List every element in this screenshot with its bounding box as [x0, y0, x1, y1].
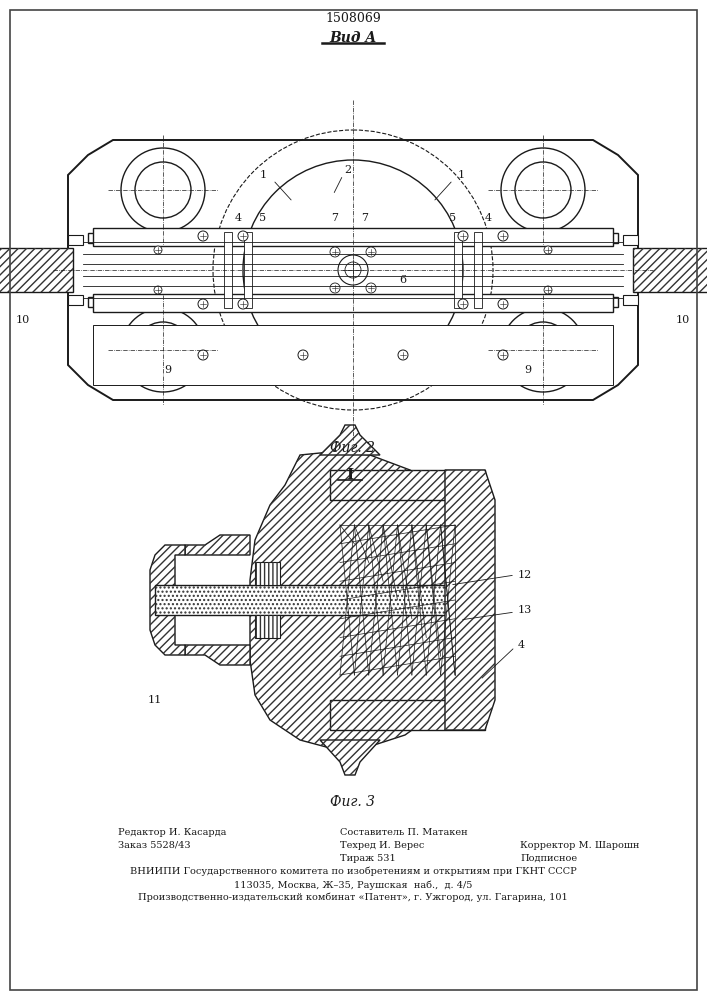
Text: 9: 9 [165, 365, 172, 375]
Circle shape [458, 299, 468, 309]
Circle shape [135, 322, 191, 378]
Bar [623, 235, 638, 245]
Bar [93, 294, 613, 312]
Text: 5: 5 [450, 213, 457, 223]
Circle shape [498, 231, 508, 241]
Text: 1508069: 1508069 [325, 11, 381, 24]
Circle shape [544, 286, 552, 294]
Bar [93, 228, 613, 246]
Circle shape [498, 350, 508, 360]
Polygon shape [445, 470, 495, 730]
Text: 2: 2 [344, 165, 351, 175]
Text: 10: 10 [16, 315, 30, 325]
Circle shape [366, 247, 376, 257]
Circle shape [298, 350, 308, 360]
Text: Редактор И. Касарда: Редактор И. Касарда [118, 828, 226, 837]
Text: 1: 1 [259, 170, 267, 180]
Polygon shape [320, 740, 380, 775]
Bar [93, 325, 613, 385]
Polygon shape [185, 535, 250, 555]
Circle shape [198, 350, 208, 360]
Text: 5: 5 [259, 213, 267, 223]
Bar [224, 232, 232, 308]
Circle shape [198, 299, 208, 309]
Text: 7: 7 [332, 213, 339, 223]
Circle shape [121, 148, 205, 232]
Circle shape [345, 262, 361, 278]
Bar [88, 233, 618, 243]
Text: Вид A: Вид A [329, 31, 377, 45]
Circle shape [366, 283, 376, 293]
Circle shape [544, 246, 552, 254]
Bar [330, 700, 485, 730]
Text: 9: 9 [525, 365, 532, 375]
Bar [155, 585, 485, 615]
Text: Фиг. 3: Фиг. 3 [330, 795, 375, 809]
Circle shape [238, 299, 248, 309]
Text: 7: 7 [361, 213, 368, 223]
Bar [88, 297, 618, 307]
Circle shape [498, 299, 508, 309]
Circle shape [338, 255, 368, 285]
Bar [68, 295, 83, 305]
Text: 4: 4 [235, 213, 242, 223]
Bar [623, 295, 638, 305]
Polygon shape [68, 140, 638, 400]
Text: Техред И. Верес: Техред И. Верес [340, 841, 424, 850]
Text: 10: 10 [676, 315, 690, 325]
Text: 13: 13 [518, 605, 532, 615]
Bar [68, 235, 83, 245]
Bar [0, 248, 73, 292]
Polygon shape [250, 452, 485, 748]
Circle shape [238, 231, 248, 241]
Circle shape [135, 162, 191, 218]
Text: Тираж 531: Тираж 531 [340, 854, 396, 863]
Circle shape [330, 283, 340, 293]
Circle shape [458, 231, 468, 241]
Bar [330, 470, 485, 500]
Text: Фиг. 2: Фиг. 2 [330, 441, 375, 455]
Circle shape [154, 286, 162, 294]
Circle shape [398, 350, 408, 360]
Bar [0, 248, 73, 292]
Text: I: I [346, 468, 354, 482]
Circle shape [154, 246, 162, 254]
Circle shape [501, 148, 585, 232]
Polygon shape [150, 545, 185, 655]
Text: Подписное: Подписное [520, 854, 577, 863]
Bar [474, 232, 482, 308]
Circle shape [501, 308, 585, 392]
Circle shape [515, 162, 571, 218]
Bar [330, 470, 485, 500]
Polygon shape [255, 562, 280, 585]
Bar [633, 248, 707, 292]
Text: Корректор М. Шарошн: Корректор М. Шарошн [520, 841, 639, 850]
Polygon shape [320, 425, 380, 455]
Bar [330, 700, 485, 730]
Bar [633, 248, 707, 292]
Circle shape [198, 231, 208, 241]
Text: 1: 1 [457, 170, 464, 180]
Text: 113035, Москва, Ж–35, Раушская  наб.,  д. 4/5: 113035, Москва, Ж–35, Раушская наб., д. … [234, 880, 472, 890]
Text: Заказ 5528/43: Заказ 5528/43 [118, 841, 191, 850]
Circle shape [515, 322, 571, 378]
Text: 6: 6 [399, 275, 407, 285]
Bar [244, 232, 252, 308]
Text: Производственно-издательский комбинат «Патент», г. Ужгород, ул. Гагарина, 101: Производственно-издательский комбинат «П… [138, 893, 568, 902]
Bar [454, 232, 462, 308]
Text: 4: 4 [484, 213, 491, 223]
Polygon shape [185, 645, 250, 665]
Circle shape [330, 247, 340, 257]
Polygon shape [255, 615, 280, 638]
Text: 4: 4 [518, 640, 525, 650]
Text: Составитель П. Матакен: Составитель П. Матакен [340, 828, 467, 837]
Text: ВНИИПИ Государственного комитета по изобретениям и открытиям при ГКНТ СССР: ВНИИПИ Государственного комитета по изоб… [129, 867, 576, 876]
Text: 12: 12 [518, 570, 532, 580]
Circle shape [121, 308, 205, 392]
Text: 11: 11 [148, 695, 162, 705]
Bar [155, 585, 485, 615]
